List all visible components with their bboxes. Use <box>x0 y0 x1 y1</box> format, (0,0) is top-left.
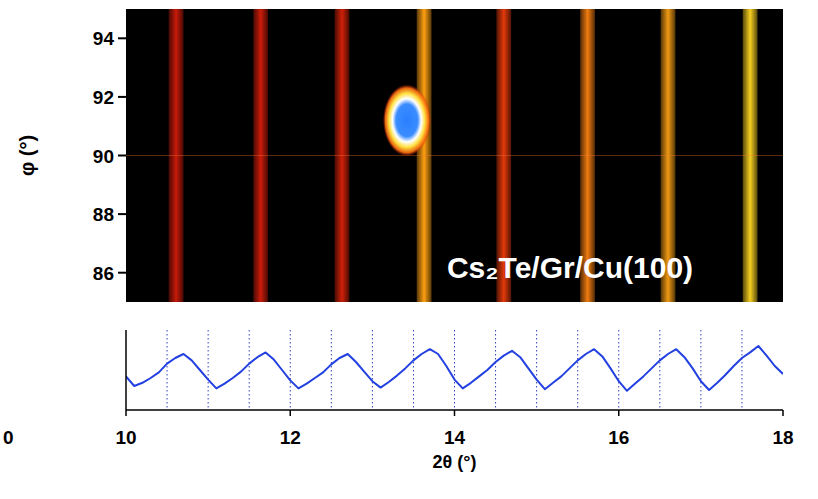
y-tick <box>118 213 126 215</box>
grid-line <box>536 330 537 410</box>
grid-line <box>208 330 209 410</box>
y-tick <box>118 272 126 274</box>
figure: Cs₂Te/Gr/Cu(100) 86 88 90 92 94 φ (°) 10 12 14 16 1… <box>0 0 818 499</box>
heatmap-marks <box>126 9 783 302</box>
intensity-line <box>126 346 783 391</box>
y-tick-label: 86 <box>93 263 114 284</box>
x-tick <box>454 410 456 416</box>
grid-line <box>331 330 332 410</box>
y-tick-label: 90 <box>93 146 114 167</box>
grid-line <box>741 330 742 410</box>
scan-artifact <box>126 155 783 156</box>
grid-line <box>290 330 291 410</box>
x-axis-title: 2θ (°) <box>433 452 477 472</box>
x-tick-label: 10 <box>115 427 136 448</box>
bragg-spot <box>383 84 431 156</box>
grid-line <box>700 330 701 410</box>
y-axis-line <box>125 330 127 410</box>
y-axis-title: φ (°) <box>16 135 38 176</box>
grid-line <box>372 330 373 410</box>
y-tick <box>118 96 126 98</box>
y-tick-label: 88 <box>93 204 114 225</box>
sample-label: Cs₂Te/Gr/Cu(100) <box>447 251 693 284</box>
grid-line <box>618 330 619 410</box>
grid-line <box>249 330 250 410</box>
x-tick <box>125 410 127 416</box>
line-marks <box>126 346 783 391</box>
x-tick <box>290 410 292 416</box>
grid-line <box>413 330 414 410</box>
x-tick-label: 18 <box>772 427 793 448</box>
y-tick-label: 94 <box>93 28 115 49</box>
x-tick-label: 14 <box>444 427 466 448</box>
x-tick-label: 16 <box>608 427 629 448</box>
grid-line <box>577 330 578 410</box>
grid-line <box>167 330 168 410</box>
grid-line <box>454 330 455 410</box>
x-tick <box>782 410 784 416</box>
x-tick <box>618 410 620 416</box>
plot-background <box>126 9 783 302</box>
grid-line <box>659 330 660 410</box>
y-tick-label: 92 <box>93 87 114 108</box>
x-tick-label: 12 <box>280 427 301 448</box>
y-tick <box>118 155 126 157</box>
cropped-label: 0 <box>3 427 14 448</box>
grid-line <box>495 330 496 410</box>
y-tick <box>118 37 126 39</box>
